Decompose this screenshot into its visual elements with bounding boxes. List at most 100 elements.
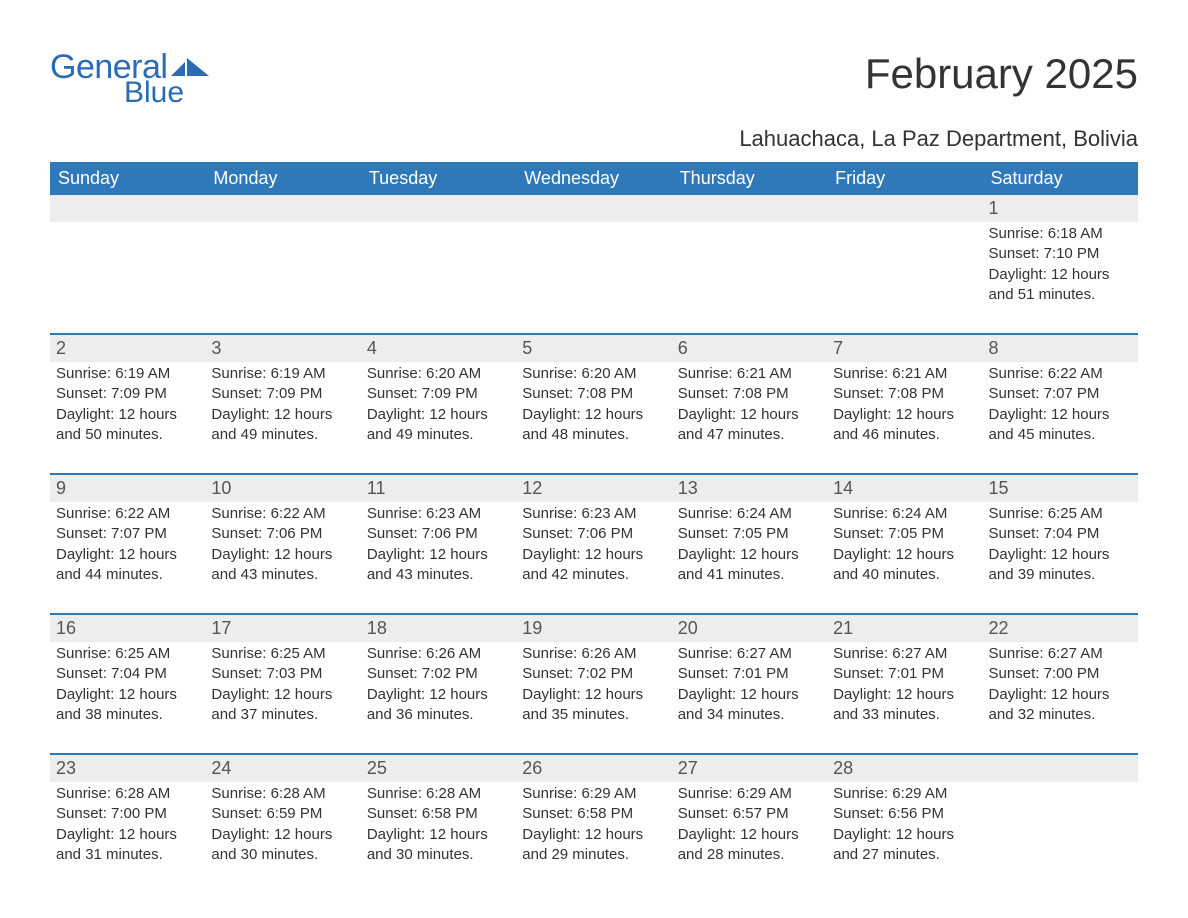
weekday-header: Friday: [827, 162, 982, 195]
day-detail: Sunrise: 6:27 AMSunset: 7:01 PMDaylight:…: [672, 642, 827, 753]
sunrise-line: Sunrise: 6:23 AM: [522, 504, 665, 524]
day-detail: Sunrise: 6:19 AMSunset: 7:09 PMDaylight:…: [50, 362, 205, 473]
day-number: 12: [516, 475, 671, 502]
sunrise-line: Sunrise: 6:20 AM: [522, 364, 665, 384]
day-number-row: 2345678: [50, 335, 1138, 362]
day-number: 18: [361, 615, 516, 642]
day-detail: Sunrise: 6:25 AMSunset: 7:04 PMDaylight:…: [983, 502, 1138, 613]
daylight-line: Daylight: 12 hours and 44 minutes.: [56, 545, 199, 586]
sunset-line: Sunset: 7:08 PM: [833, 384, 976, 404]
day-detail: [827, 222, 982, 333]
sunset-line: Sunset: 7:02 PM: [522, 664, 665, 684]
day-detail: Sunrise: 6:24 AMSunset: 7:05 PMDaylight:…: [672, 502, 827, 613]
weekday-header: Thursday: [672, 162, 827, 195]
daylight-line: Daylight: 12 hours and 38 minutes.: [56, 685, 199, 726]
day-detail: [361, 222, 516, 333]
sunrise-line: Sunrise: 6:19 AM: [211, 364, 354, 384]
daylight-line: Daylight: 12 hours and 33 minutes.: [833, 685, 976, 726]
sunset-line: Sunset: 7:04 PM: [989, 524, 1132, 544]
sunset-line: Sunset: 7:05 PM: [833, 524, 976, 544]
day-number: 17: [205, 615, 360, 642]
day-number: [361, 195, 516, 222]
day-detail: Sunrise: 6:22 AMSunset: 7:06 PMDaylight:…: [205, 502, 360, 613]
day-number: 9: [50, 475, 205, 502]
sunrise-line: Sunrise: 6:23 AM: [367, 504, 510, 524]
day-detail-row: Sunrise: 6:19 AM Sunset: 7:09 PM Daylight:…: [50, 362, 1138, 473]
day-number: 13: [672, 475, 827, 502]
sunset-line: Sunset: 7:01 PM: [678, 664, 821, 684]
day-number: 20: [672, 615, 827, 642]
day-number: 3: [205, 335, 360, 362]
day-number: 11: [361, 475, 516, 502]
sunset-line: Sunset: 7:01 PM: [833, 664, 976, 684]
sunrise-line: Sunrise: 6:27 AM: [989, 644, 1132, 664]
day-number: 2: [50, 335, 205, 362]
daylight-line: Daylight: 12 hours and 37 minutes.: [211, 685, 354, 726]
sunrise-line: Sunrise: 6:28 AM: [211, 784, 354, 804]
day-number: 19: [516, 615, 671, 642]
calendar-week: 9101112131415Sunrise: 6:22 AMSunset: 7:0…: [50, 473, 1138, 613]
day-number: [672, 195, 827, 222]
calendar-week: 2345678Sunrise: 6:19 AM Sunset: 7:09 PM Da…: [50, 333, 1138, 473]
day-detail-row: Sunrise: 6:22 AMSunset: 7:07 PMDaylight:…: [50, 502, 1138, 613]
sunset-line: Sunset: 6:58 PM: [522, 804, 665, 824]
sunset-line: Sunset: 7:06 PM: [367, 524, 510, 544]
weekday-header: Tuesday: [361, 162, 516, 195]
day-detail: Sunrise: 6:21 AMSunset: 7:08 PMDaylight:…: [827, 362, 982, 473]
day-number: 28: [827, 755, 982, 782]
daylight-line: Daylight: 12 hours and 43 minutes.: [211, 545, 354, 586]
day-number: 24: [205, 755, 360, 782]
sunrise-line: Sunrise: 6:20 AM: [367, 364, 510, 384]
day-number: 14: [827, 475, 982, 502]
daylight-line: Daylight: 12 hours and 43 minutes.: [367, 545, 510, 586]
day-number: 22: [983, 615, 1138, 642]
sunrise-line: Sunrise: 6:25 AM: [211, 644, 354, 664]
day-number: 16: [50, 615, 205, 642]
daylight-line: Daylight: 12 hours and 50 minutes.: [56, 405, 199, 446]
day-number-row: 1: [50, 195, 1138, 222]
day-number: 5: [516, 335, 671, 362]
day-number-row: 9101112131415: [50, 475, 1138, 502]
day-detail: Sunrise: 6:23 AMSunset: 7:06 PMDaylight:…: [361, 502, 516, 613]
sunset-line: Sunset: 7:09 PM: [367, 384, 510, 404]
sunset-line: Sunset: 6:56 PM: [833, 804, 976, 824]
sunrise-line: Sunrise: 6:26 AM: [522, 644, 665, 664]
sunset-line: Sunset: 7:05 PM: [678, 524, 821, 544]
day-detail: [205, 222, 360, 333]
logo: General Blue: [50, 50, 211, 108]
day-number-row: 232425262728: [50, 755, 1138, 782]
day-detail-row: Sunrise: 6:28 AMSunset: 7:00 PMDaylight:…: [50, 782, 1138, 875]
sunset-line: Sunset: 7:10 PM: [989, 244, 1132, 264]
day-detail: Sunrise: 6:25 AMSunset: 7:03 PMDaylight:…: [205, 642, 360, 753]
day-detail: Sunrise: 6:20 AMSunset: 7:08 PMDaylight:…: [516, 362, 671, 473]
day-detail: Sunrise: 6:28 AMSunset: 6:59 PMDaylight:…: [205, 782, 360, 875]
sunrise-line: Sunrise: 6:22 AM: [989, 364, 1132, 384]
day-detail: Sunrise: 6:22 AMSunset: 7:07 PMDaylight:…: [50, 502, 205, 613]
sunrise-line: Sunrise: 6:29 AM: [522, 784, 665, 804]
day-detail: [50, 222, 205, 333]
sunset-line: Sunset: 7:06 PM: [522, 524, 665, 544]
weekday-header: Sunday: [50, 162, 205, 195]
day-number: [205, 195, 360, 222]
day-detail: Sunrise: 6:19 AMSunset: 7:09 PMDaylight:…: [205, 362, 360, 473]
weekday-header: Saturday: [983, 162, 1138, 195]
sunrise-line: Sunrise: 6:22 AM: [211, 504, 354, 524]
day-detail: Sunrise: 6:24 AMSunset: 7:05 PMDaylight:…: [827, 502, 982, 613]
sunrise-line: Sunrise: 6:24 AM: [833, 504, 976, 524]
sunset-line: Sunset: 7:04 PM: [56, 664, 199, 684]
sunset-line: Sunset: 7:02 PM: [367, 664, 510, 684]
sunset-line: Sunset: 6:59 PM: [211, 804, 354, 824]
weekday-header: Wednesday: [516, 162, 671, 195]
sunset-line: Sunset: 7:07 PM: [56, 524, 199, 544]
sunset-line: Sunset: 7:08 PM: [522, 384, 665, 404]
day-number: 21: [827, 615, 982, 642]
daylight-line: Daylight: 12 hours and 41 minutes.: [678, 545, 821, 586]
daylight-line: Daylight: 12 hours and 46 minutes.: [833, 405, 976, 446]
sunrise-line: Sunrise: 6:28 AM: [56, 784, 199, 804]
daylight-line: Daylight: 12 hours and 30 minutes.: [367, 825, 510, 866]
day-detail: Sunrise: 6:21 AMSunset: 7:08 PMDaylight:…: [672, 362, 827, 473]
daylight-line: Daylight: 12 hours and 32 minutes.: [989, 685, 1132, 726]
daylight-line: Daylight: 12 hours and 29 minutes.: [522, 825, 665, 866]
sunrise-line: Sunrise: 6:27 AM: [678, 644, 821, 664]
sunset-line: Sunset: 7:08 PM: [678, 384, 821, 404]
